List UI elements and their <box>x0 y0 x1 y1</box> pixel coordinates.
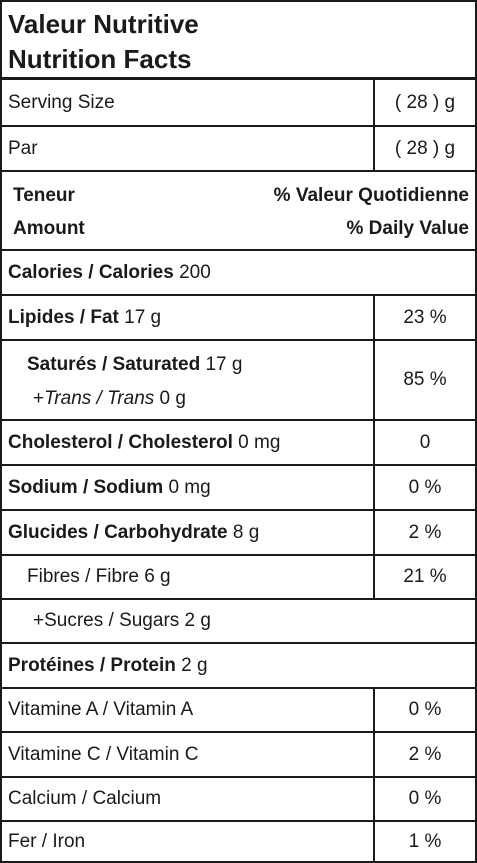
cholesterol-daily-value: 0 <box>373 421 475 464</box>
saturated-amount: 17 g <box>205 354 243 375</box>
serving-size-row: Serving Size ( 28 ) g <box>2 80 475 127</box>
saturated-trans-daily-value: 85 % <box>373 341 475 419</box>
serving-size-label: Serving Size <box>8 91 115 113</box>
fat-label: Lipides / Fat <box>8 306 119 328</box>
calories-amount: 200 <box>179 261 211 283</box>
title-french: Valeur Nutritive <box>8 9 199 39</box>
label-title: Valeur Nutritive Nutrition Facts <box>2 2 475 80</box>
sodium-label: Sodium / Sodium <box>8 476 164 498</box>
fibre-daily-value: 21 % <box>373 556 475 598</box>
sodium-row: Sodium / Sodium 0 mg 0 % <box>2 466 475 511</box>
daily-value-header-fr: % Valeur Quotidienne <box>273 185 469 206</box>
vitamin-c-row: Vitamine C / Vitamin C 2 % <box>2 733 475 778</box>
iron-label: Fer / Iron <box>8 830 86 852</box>
fibre-row: Fibres / Fibre 6 g 21 % <box>2 556 475 600</box>
carbohydrate-amount: 8 g <box>232 521 260 543</box>
par-value: ( 28 ) g <box>373 127 475 170</box>
calories-label: Calories / Calories <box>8 261 174 283</box>
calcium-label: Calcium / Calcium <box>8 788 162 809</box>
trans-label: Trans / Trans <box>44 388 155 409</box>
iron-daily-value: 1 % <box>373 822 475 861</box>
protein-row: Protéines / Protein 2 g <box>2 644 475 689</box>
carbohydrate-daily-value: 2 % <box>373 511 475 554</box>
carbohydrate-row: Glucides / Carbohydrate 8 g 2 % <box>2 511 475 556</box>
vitamin-c-daily-value: 2 % <box>373 733 475 776</box>
vitamin-c-label: Vitamine C / Vitamin C <box>8 743 199 765</box>
calcium-row: Calcium / Calcium 0 % <box>2 778 475 822</box>
calcium-daily-value: 0 % <box>373 778 475 820</box>
cholesterol-label: Cholesterol / Cholesterol <box>8 431 233 453</box>
cholesterol-amount: 0 mg <box>238 431 281 453</box>
protein-label: Protéines / Protein <box>8 654 176 676</box>
serving-size-value: ( 28 ) g <box>373 80 475 125</box>
calories-row: Calories / Calories 200 <box>2 251 475 296</box>
fat-row: Lipides / Fat 17 g 23 % <box>2 296 475 341</box>
trans-amount: 0 g <box>159 388 186 409</box>
iron-row: Fer / Iron 1 % <box>2 822 475 861</box>
par-row: Par ( 28 ) g <box>2 127 475 172</box>
sodium-daily-value: 0 % <box>373 466 475 509</box>
vitamin-a-daily-value: 0 % <box>373 689 475 731</box>
vitamin-a-label: Vitamine A / Vitamin A <box>8 699 194 720</box>
daily-value-header-en: % Daily Value <box>346 218 469 239</box>
amount-header-en: Amount <box>13 218 85 239</box>
title-english: Nutrition Facts <box>8 44 192 74</box>
sugars-label: +Sucres / Sugars 2 g <box>33 610 211 631</box>
cholesterol-row: Cholesterol / Cholesterol 0 mg 0 <box>2 421 475 466</box>
sodium-amount: 0 mg <box>168 476 211 498</box>
carbohydrate-label: Glucides / Carbohydrate <box>8 521 228 543</box>
vitamin-a-row: Vitamine A / Vitamin A 0 % <box>2 689 475 733</box>
column-header-row: Teneur Amount % Valeur Quotidienne % Dai… <box>2 172 475 251</box>
saturated-label: Saturés / Saturated <box>27 354 201 375</box>
trans-prefix: + <box>33 388 45 409</box>
amount-header-fr: Teneur <box>13 185 75 206</box>
fat-amount: 17 g <box>124 306 162 328</box>
saturated-trans-row: Saturés / Saturated 17 g +Trans / Trans … <box>2 341 475 421</box>
protein-amount: 2 g <box>181 654 208 676</box>
fibre-label: Fibres / Fibre 6 g <box>27 566 171 587</box>
fat-daily-value: 23 % <box>373 296 475 339</box>
par-label: Par <box>8 137 38 159</box>
sugars-row: +Sucres / Sugars 2 g <box>2 600 475 644</box>
